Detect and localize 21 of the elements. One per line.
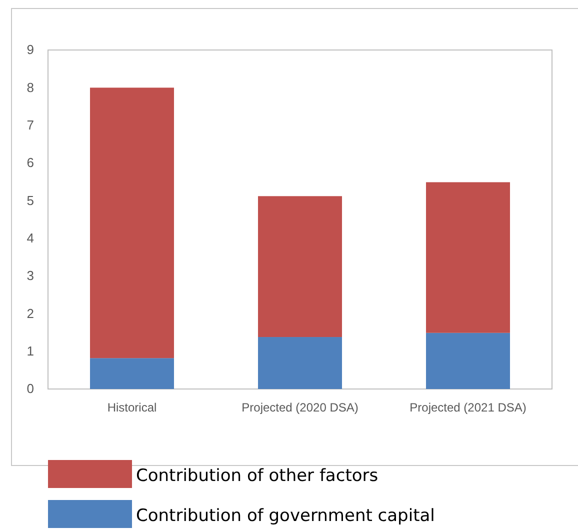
y-tick-label: 6 — [26, 155, 34, 170]
bar — [426, 182, 510, 333]
x-tick-label: Projected (2020 DSA) — [242, 400, 358, 415]
y-tick-label: 3 — [26, 268, 34, 284]
bar — [90, 358, 174, 389]
legend-label: Contribution of other factors — [136, 466, 378, 486]
y-tick-label: 5 — [26, 192, 34, 208]
y-tick-label: 7 — [26, 117, 34, 132]
y-tick-label: 2 — [26, 306, 34, 321]
x-tick-label: Historical — [107, 400, 157, 415]
bar — [258, 196, 342, 338]
y-tick-label: 4 — [26, 230, 34, 246]
bar — [90, 88, 174, 358]
x-tick-label: Projected (2021 DSA) — [410, 400, 526, 415]
bar — [426, 332, 510, 389]
y-tick-label: 0 — [26, 381, 34, 396]
y-tick-label: 8 — [26, 80, 34, 95]
y-tick-label: 1 — [26, 343, 34, 358]
legend-label: Contribution of government capital — [136, 506, 435, 526]
bar — [258, 337, 342, 389]
y-tick-label: 9 — [26, 42, 34, 58]
